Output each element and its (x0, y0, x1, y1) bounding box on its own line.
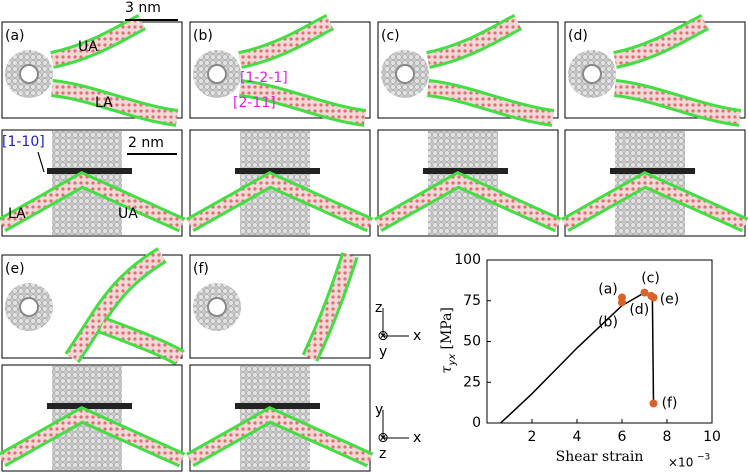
dislocation-band (0, 174, 185, 230)
annotation: 2 nm (128, 135, 164, 151)
x-exponent: −3 (697, 453, 710, 463)
y-axis-label: τyx [MPa] (439, 307, 458, 373)
annotation: [1-2-1] (240, 70, 288, 86)
panel-label: (c) (381, 28, 400, 44)
x-tick-label: 8 (663, 429, 672, 445)
dislocation-band (239, 82, 366, 124)
point (640, 288, 649, 297)
dislocation-band (238, 16, 333, 66)
point (618, 298, 626, 307)
y-label-unit: [MPa] (439, 307, 455, 349)
point (649, 293, 658, 302)
axis-name: z (379, 446, 386, 462)
interface (235, 168, 320, 174)
y-tick-label: 0 (472, 415, 481, 431)
axis-name: z (375, 300, 382, 316)
x-tick-label: 10 (703, 429, 721, 445)
dislocation-band (427, 82, 554, 124)
point-label: (a) (598, 281, 618, 297)
y-tick-label: 25 (463, 374, 481, 390)
axis-name: y (379, 344, 387, 360)
dislocation-band (613, 16, 708, 66)
x-multiplier: ×10 (668, 456, 693, 470)
dislocation-band (562, 174, 748, 230)
dislocation-band (426, 16, 521, 66)
interface (235, 403, 320, 409)
y-label-sub: yx (447, 354, 458, 367)
x-tick-label: 2 (528, 429, 537, 445)
void (395, 64, 415, 84)
void (582, 64, 602, 84)
x-tick-label: 6 (618, 429, 627, 445)
panel-label: (a) (5, 28, 25, 44)
annotation: [2-11] (233, 95, 276, 111)
axis-name: y (375, 402, 383, 418)
annotation: LA (95, 95, 113, 111)
panel-label: (b) (193, 28, 213, 44)
y-label-symbol: τ (439, 366, 455, 374)
point-label: (c) (641, 271, 660, 287)
point-label: (e) (660, 291, 680, 307)
interface (47, 403, 132, 409)
annotation: UA (78, 39, 98, 55)
dislocation-band (187, 409, 373, 465)
panel-label: (f) (193, 261, 209, 277)
panel-label: (d) (568, 28, 588, 44)
y-tick-label: 75 (463, 293, 481, 309)
y-tick-label: 50 (463, 334, 481, 350)
dislocation-band (50, 16, 145, 66)
interface (47, 168, 132, 174)
annotation: UA (118, 206, 138, 222)
axis-name: x (413, 328, 421, 344)
dislocation-band (614, 82, 741, 124)
dislocation-band (0, 409, 185, 465)
axis-symbol: ⊗ (377, 430, 389, 446)
dislocation-band (375, 174, 561, 230)
x-tick-label: 4 (573, 429, 582, 445)
panel-label: (e) (5, 261, 25, 277)
dislocation-band (99, 319, 184, 364)
annotation: 3 nm (125, 0, 161, 16)
point-label: (d) (629, 302, 649, 318)
dislocation-band (187, 174, 373, 230)
interface (423, 168, 508, 174)
void (19, 64, 39, 84)
annotation: [1-10] (2, 134, 45, 150)
plot-frame (486, 259, 713, 424)
void (19, 297, 39, 317)
y-tick-label: 100 (454, 252, 481, 268)
dislocation-band (304, 253, 356, 361)
x-axis-label: Shear strain (556, 449, 644, 465)
axis-name: x (413, 430, 421, 446)
void (207, 297, 227, 317)
arrow (37, 151, 45, 173)
dislocation-band (51, 82, 178, 124)
void (207, 64, 227, 84)
axis-symbol: ⊗ (377, 328, 389, 344)
point-label: (b) (598, 314, 618, 330)
annotation: LA (8, 206, 26, 222)
point-label: (f) (662, 395, 678, 411)
point (649, 399, 658, 408)
dislocation-band (67, 249, 166, 362)
interface (610, 168, 695, 174)
